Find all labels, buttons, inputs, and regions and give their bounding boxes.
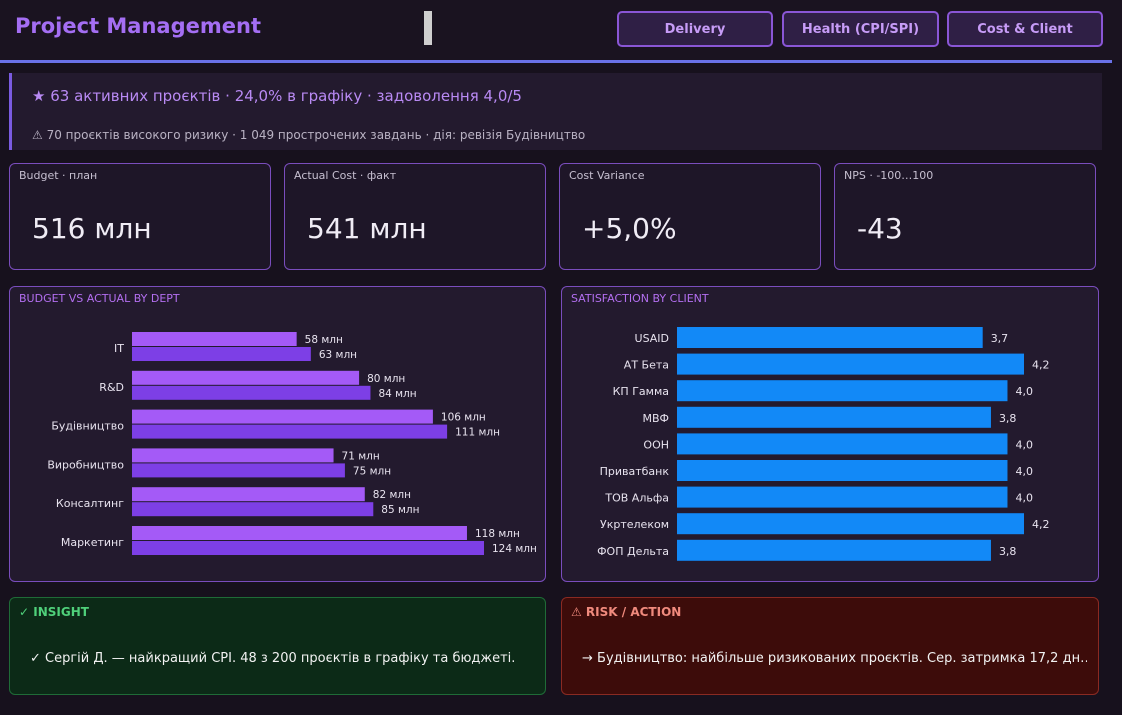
category-label: Приватбанк [600, 465, 670, 478]
header: Project Management Delivery Health (CPI/… [0, 0, 1122, 60]
category-label: ТОВ Альфа [604, 492, 669, 505]
data-label: 84 млн [378, 388, 416, 400]
bar [677, 460, 1008, 481]
kpi-card-nps: NPS · -100…100 -43 [834, 163, 1096, 270]
insight-title: ✓ INSIGHT [19, 605, 89, 619]
data-label: 63 млн [319, 349, 357, 361]
bar [132, 526, 467, 540]
bar [677, 539, 991, 561]
category-label: IT [114, 342, 124, 355]
category-label: Виробництво [47, 458, 124, 471]
data-label: 124 млн [492, 543, 537, 555]
data-label: 82 млн [373, 489, 411, 501]
summary-banner: ★ 63 активних проєктів · 24,0% в графіку… [9, 73, 1102, 150]
bar [132, 409, 433, 424]
data-label: 3,7 [991, 332, 1009, 345]
bar [132, 502, 374, 517]
bar [132, 370, 360, 385]
data-label: 4,0 [1015, 438, 1033, 451]
category-label: R&D [99, 381, 124, 394]
kpi-value: +5,0% [582, 212, 677, 245]
category-label: ФОП Дельта [597, 545, 669, 558]
app-title: Project Management [15, 14, 261, 38]
data-label: 111 млн [455, 427, 500, 439]
category-label: USAID [635, 332, 669, 345]
nav-cost-client-button[interactable]: Cost & Client [947, 11, 1103, 47]
category-label: Укртелеком [600, 518, 669, 531]
bar [132, 463, 345, 478]
category-label: Будівництво [51, 420, 124, 433]
data-label: 106 млн [441, 412, 486, 424]
category-label: Маркетинг [61, 536, 124, 549]
budget-vs-actual-panel: BUDGET VS ACTUAL BY DEPT IT 58 млн 63 млн R… [9, 286, 546, 582]
data-label: 75 млн [353, 465, 391, 477]
kpi-label: Cost Variance [569, 169, 645, 182]
kpi-value: -43 [857, 212, 903, 245]
kpi-label: NPS · -100…100 [844, 169, 934, 182]
bar [132, 541, 484, 555]
text-cursor [424, 11, 432, 45]
satisfaction-chart: USAID 3,7 АТ Бета 4,2 КП Гамма 4,0 МВФ 3,8 ООН 4,… [597, 327, 1050, 561]
kpi-card-actual-cost: Actual Cost · факт 541 млн [284, 163, 546, 270]
banner-headline: ★ 63 активних проєктів · 24,0% в графіку… [32, 87, 522, 105]
data-label: 85 млн [381, 504, 419, 516]
insight-card: ✓ INSIGHT ✓ Сергій Д. — найкращий CPI. 4… [9, 597, 546, 695]
nav-health-button[interactable]: Health (CPI/SPI) [782, 11, 939, 47]
data-label: 3,8 [999, 412, 1017, 425]
data-label: 58 млн [305, 334, 343, 346]
risk-text: → Будівництво: найбільше ризикованих про… [582, 651, 1087, 666]
kpi-card-cost-variance: Cost Variance +5,0% [559, 163, 821, 270]
data-label: 4,0 [1015, 465, 1033, 478]
bar [132, 347, 311, 361]
data-label: 4,0 [1015, 385, 1033, 398]
bar [677, 486, 1008, 508]
category-label: АТ Бета [624, 359, 669, 372]
bar [677, 433, 1008, 455]
bar [677, 380, 1008, 402]
kpi-value: 541 млн [307, 212, 427, 245]
budget-vs-actual-chart: IT 58 млн 63 млн R&D 80 млн 84 млн Будівництво… [47, 332, 537, 555]
bar [132, 424, 448, 439]
risk-card: ⚠ RISK / ACTION → Будівництво: найбільше… [561, 597, 1099, 695]
chart-title: BUDGET VS ACTUAL BY DEPT [19, 292, 180, 305]
bar [677, 406, 991, 428]
data-label: 4,2 [1032, 518, 1050, 531]
bar [132, 385, 371, 400]
data-label: 3,8 [999, 545, 1017, 558]
kpi-label: Actual Cost · факт [294, 169, 397, 182]
header-divider [0, 60, 1112, 63]
banner-risk-line: ⚠ 70 проєктів високого ризику · 1 049 пр… [32, 128, 586, 142]
insight-text: ✓ Сергій Д. — найкращий CPI. 48 з 200 пр… [30, 651, 516, 666]
bar [677, 513, 1024, 535]
data-label: 4,0 [1015, 492, 1033, 505]
category-label: ООН [643, 438, 669, 451]
bar [677, 327, 983, 348]
satisfaction-panel: SATISFACTION BY CLIENT USAID 3,7 АТ Бета 4,… [561, 286, 1099, 582]
data-label: 4,2 [1032, 359, 1050, 372]
bar [677, 353, 1024, 375]
kpi-card-budget: Budget · план 516 млн [9, 163, 271, 270]
data-label: 71 млн [342, 450, 380, 462]
data-label: 80 млн [367, 373, 405, 385]
kpi-label: Budget · план [19, 169, 98, 182]
bar [132, 332, 297, 346]
chart-title: SATISFACTION BY CLIENT [571, 292, 709, 305]
bar [132, 448, 334, 463]
category-label: Консалтинг [56, 497, 124, 510]
category-label: КП Гамма [613, 385, 669, 398]
nav-delivery-button[interactable]: Delivery [617, 11, 773, 47]
kpi-value: 516 млн [32, 212, 152, 245]
category-label: МВФ [642, 412, 669, 425]
risk-title: ⚠ RISK / ACTION [571, 605, 682, 619]
data-label: 118 млн [475, 528, 520, 540]
bar [132, 487, 365, 502]
